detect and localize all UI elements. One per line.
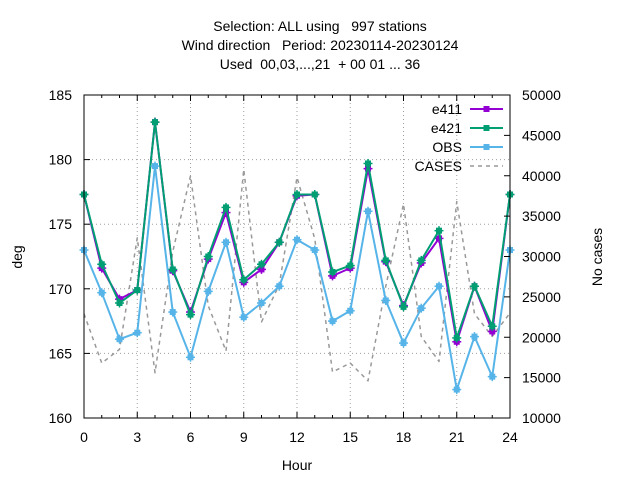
x-tick-label: 9 (240, 429, 248, 445)
x-axis-label: Hour (282, 457, 313, 473)
x-tick-label: 15 (342, 429, 358, 445)
data-point-obs (470, 332, 479, 342)
y2-tick-label: 20000 (522, 329, 561, 345)
data-point-obs (434, 281, 444, 291)
data-point-e421 (203, 252, 213, 261)
legend-label-e421: e421 (431, 120, 462, 136)
ticks: 0 3 6 9 12 15 18 21 24 160 165 170 175 180 185 10000 150… (49, 87, 562, 445)
data-point-e421 (328, 267, 337, 277)
chart-title-line-3: Used 00,03,...,21 + 00 01 ... 36 (219, 56, 421, 72)
data-point-e421 (363, 158, 373, 168)
legend-marker-e411 (483, 106, 490, 112)
data-point-obs (416, 303, 426, 313)
legend-label-e411: e411 (432, 101, 462, 117)
y-tick-label: 160 (49, 410, 73, 426)
x-tick-label: 24 (502, 429, 518, 445)
y2-axis-label: No cases (589, 228, 605, 286)
data-point-e421 (452, 333, 462, 343)
data-point-e421 (150, 117, 160, 127)
data-point-e421 (434, 226, 444, 236)
data-point-e421 (399, 302, 408, 312)
data-point-obs (452, 385, 462, 395)
x-tick-label: 21 (449, 429, 465, 445)
legend-label-cases: CASES (415, 158, 462, 174)
data-point-obs (203, 286, 213, 296)
data-point-e421 (239, 275, 249, 285)
chart-title-line-1: Selection: ALL using 997 stations (213, 18, 427, 34)
y-tick-label: 175 (49, 216, 73, 232)
x-tick-label: 0 (80, 429, 88, 445)
y2-tick-label: 45000 (522, 127, 561, 143)
data-point-obs (132, 328, 142, 338)
legend-item-e411: e411 (432, 101, 503, 117)
y2-tick-label: 30000 (522, 249, 561, 265)
legend-item-e421: e421 (431, 120, 503, 136)
data-point-obs (239, 312, 249, 322)
y2-tick-label: 40000 (522, 168, 561, 184)
y-tick-label: 185 (49, 87, 73, 103)
data-point-e421 (115, 298, 124, 308)
data-point-obs (292, 235, 302, 245)
y-axis-label: deg (9, 245, 25, 268)
legend-marker-e421 (483, 125, 490, 131)
y-tick-label: 180 (49, 152, 73, 168)
y-tick-label: 165 (49, 345, 73, 361)
y2-tick-label: 35000 (522, 208, 561, 224)
x-tick-label: 6 (187, 429, 195, 445)
series-layer (79, 117, 515, 395)
data-point-obs (363, 206, 373, 216)
data-point-e421 (487, 321, 497, 331)
data-point-e421 (381, 255, 391, 265)
legend-item-cases: CASES (415, 158, 503, 174)
data-point-e421 (186, 310, 195, 320)
data-point-obs (328, 316, 337, 326)
data-point-e421 (292, 189, 302, 199)
data-point-e421 (470, 281, 479, 291)
data-point-obs (310, 245, 320, 255)
legend-label-obs: OBS (432, 139, 462, 155)
data-point-e421 (274, 237, 284, 247)
y2-tick-label: 25000 (522, 289, 561, 305)
data-point-obs (97, 288, 107, 298)
data-point-e421 (168, 264, 178, 274)
data-point-obs (168, 307, 178, 317)
x-tick-label: 12 (289, 429, 305, 445)
data-point-obs (345, 306, 355, 316)
data-point-e421 (97, 259, 107, 269)
x-tick-label: 18 (396, 429, 412, 445)
data-point-e421 (257, 259, 266, 269)
data-point-obs (381, 295, 391, 305)
x-tick-label: 3 (133, 429, 141, 445)
data-point-obs (257, 298, 266, 308)
data-point-e421 (310, 189, 320, 199)
series-line-cases (83, 168, 511, 382)
legend-marker-obs (483, 144, 490, 150)
y2-tick-label: 10000 (522, 410, 561, 426)
chart-title-line-2: Wind direction Period: 20230114-20230124 (181, 37, 459, 53)
data-point-e421 (132, 285, 142, 295)
y-tick-label: 170 (49, 281, 73, 297)
data-point-e421 (345, 261, 355, 271)
y2-tick-label: 15000 (522, 370, 561, 386)
data-point-obs (274, 281, 284, 291)
data-point-obs (115, 334, 124, 344)
data-point-obs (221, 237, 231, 247)
legend: e411 e421 OBS CASES (415, 101, 503, 174)
data-point-obs (186, 352, 195, 362)
data-point-obs (150, 161, 160, 171)
legend-item-obs: OBS (432, 139, 503, 155)
data-point-obs (487, 372, 497, 382)
data-point-e421 (221, 202, 231, 212)
y2-tick-label: 50000 (522, 87, 561, 103)
data-point-e421 (416, 255, 426, 265)
data-point-obs (399, 338, 408, 348)
grid (84, 95, 510, 418)
